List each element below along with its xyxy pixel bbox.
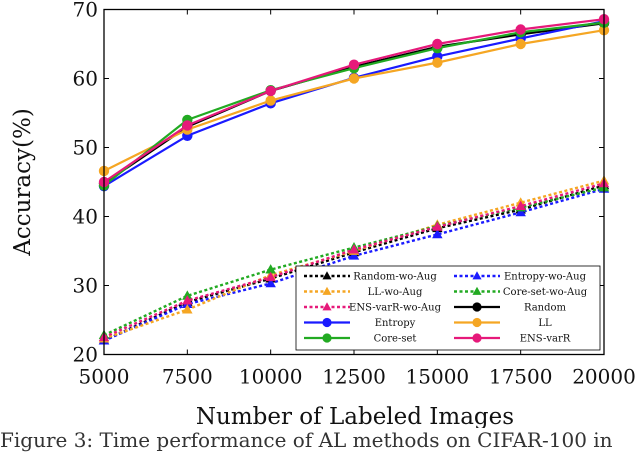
y-tick-label: 60: [73, 67, 98, 91]
y-tick-label: 50: [73, 136, 98, 160]
legend-label: Core-set: [374, 334, 417, 345]
y-tick-label: 40: [73, 205, 98, 229]
data-point-triangle: [265, 264, 276, 274]
series-line-random: [103, 22, 605, 185]
series-line-core-set: [103, 21, 605, 187]
series-core-set: [98, 17, 610, 191]
legend-label: LL: [538, 318, 552, 329]
legend-label: Entropy-wo-Aug: [504, 272, 587, 283]
legend-marker-circle: [322, 317, 332, 328]
legend-item-entropy: Entropy: [304, 317, 416, 329]
legend-marker-circle: [472, 333, 482, 343]
legend-marker-triangle: [472, 286, 482, 295]
data-point-circle: [432, 57, 443, 68]
series-line-entropy: [103, 20, 605, 188]
data-point-triangle: [265, 271, 276, 282]
data-point-circle: [265, 95, 276, 106]
data-point-triangle: [182, 295, 193, 305]
series-random: [98, 18, 610, 189]
legend-item-ll-wo-aug: LL-wo-Aug: [304, 286, 423, 298]
series-entropy-wo-aug: [98, 183, 610, 345]
x-tick-label: 12500: [322, 365, 386, 389]
data-point-circle: [348, 59, 360, 70]
data-point-triangle: [432, 228, 443, 239]
data-point-circle: [515, 24, 526, 35]
x-tick-label: 5000: [79, 365, 130, 389]
y-tick-label: 30: [73, 274, 98, 298]
legend-marker-circle: [472, 302, 482, 312]
legend-marker-triangle: [322, 286, 332, 295]
legend-item-ens-varr-wo-aug: ENS-varR-wo-Aug: [304, 302, 442, 314]
legend-label: Random-wo-Aug: [353, 272, 437, 283]
legend-label: Entropy: [375, 318, 416, 329]
data-point-triangle: [432, 221, 443, 231]
data-point-triangle: [515, 200, 526, 210]
x-axis-title: Number of Labeled Images: [196, 404, 514, 428]
legend: Random-wo-Aug Entropy-wo-Aug LL-wo-Aug Core…: [295, 265, 601, 351]
series-ll: [98, 25, 610, 177]
x-tick-label: 20000: [572, 365, 636, 389]
figure-caption: Figure 3: Time performance of AL methods…: [0, 428, 613, 452]
plot-frame: [103, 8, 605, 356]
legend-marker-circle: [322, 333, 332, 343]
legend-item-ll: LL: [454, 317, 552, 329]
data-point-circle: [348, 73, 360, 84]
x-tick-label: 17500: [489, 365, 553, 389]
legend-marker-triangle: [472, 271, 482, 280]
data-point-triangle: [348, 250, 360, 260]
y-tick-label: 20: [73, 343, 98, 367]
legend-item-core-set: Core-set: [304, 333, 417, 345]
x-tick-label: 7500: [162, 365, 213, 389]
y-tick-label: 70: [73, 0, 98, 22]
legend-item-random: Random: [454, 302, 567, 314]
data-point-circle: [182, 120, 193, 131]
legend-item-core-set-wo-aug: Core-set-wo-Aug: [454, 286, 588, 298]
legend-item-entropy-wo-aug: Entropy-wo-Aug: [454, 271, 587, 283]
legend-marker-circle: [472, 317, 482, 328]
data-point-triangle: [265, 277, 276, 288]
accuracy-line-chart: Number of Labeled Images Accuracy(%) 500…: [10, 0, 636, 428]
data-point-circle: [265, 85, 276, 97]
x-tick-label: 15000: [406, 365, 470, 389]
legend-label: Core-set-wo-Aug: [503, 287, 588, 298]
legend-box: [295, 265, 601, 351]
legend-marker-triangle: [322, 271, 332, 280]
legend-item-random-wo-aug: Random-wo-Aug: [304, 271, 437, 283]
data-point-triangle: [348, 244, 360, 254]
y-axis-title: Accuracy(%): [10, 108, 36, 257]
legend-item-ens-varr: ENS-varR: [454, 333, 571, 345]
data-point-triangle: [515, 206, 526, 217]
legend-label: Random: [524, 303, 567, 314]
data-point-triangle: [182, 304, 193, 314]
legend-label: LL-wo-Aug: [368, 287, 423, 298]
legend-label: ENS-varR: [520, 334, 571, 345]
legend-marker-triangle: [322, 302, 332, 311]
series-line-ll: [103, 29, 605, 172]
data-point-circle: [515, 38, 526, 50]
data-point-circle: [432, 38, 443, 50]
series-ens-varr: [98, 13, 610, 188]
legend-label: ENS-varR-wo-Aug: [349, 303, 442, 314]
data-point-triangle: [182, 290, 193, 300]
x-tick-label: 10000: [239, 365, 303, 389]
